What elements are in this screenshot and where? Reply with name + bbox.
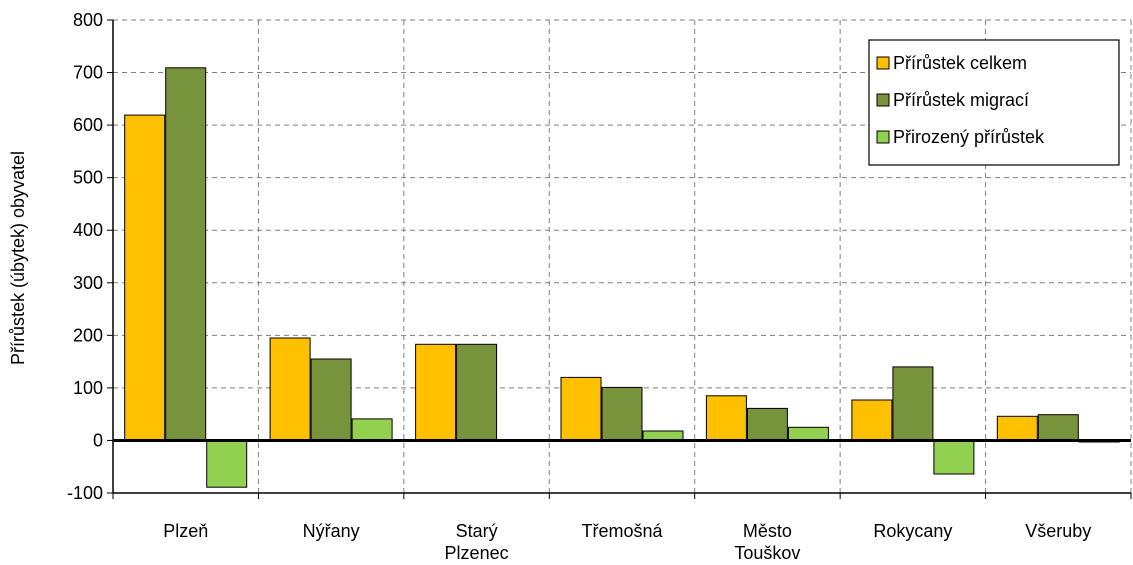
x-tick-label: Starý Plzenec: [445, 521, 509, 563]
bar: [601, 386, 643, 441]
bar: [787, 426, 829, 441]
y-tick-label: 500: [73, 168, 103, 188]
y-tick-label: -100: [67, 483, 103, 503]
bar: [456, 343, 498, 441]
bar: [310, 358, 352, 441]
legend-label: Přírůstek celkem: [893, 53, 1027, 73]
legend-box: [868, 39, 1120, 166]
x-tick-label: Třemošná: [581, 521, 663, 541]
bar: [560, 376, 602, 441]
axes: [107, 19, 1132, 499]
x-tick-label: Nýřany: [303, 521, 360, 541]
bar: [892, 366, 934, 441]
x-tick-label: Plzeň: [163, 521, 208, 541]
bar: [996, 415, 1038, 441]
y-tick-label: 100: [73, 378, 103, 398]
bar: [415, 343, 457, 441]
y-tick-label: 300: [73, 273, 103, 293]
legend-swatch: [876, 93, 890, 107]
y-axis-label: Přírůstek (úbytek) obyvatel: [8, 151, 28, 365]
bar: [124, 114, 166, 441]
y-tick-label: 700: [73, 63, 103, 83]
bar: [933, 439, 975, 475]
legend: Přírůstek celkem Přírůstek migrací Přiroze…: [868, 39, 1120, 166]
bar: [851, 399, 893, 441]
y-tick-label: 400: [73, 220, 103, 240]
x-tick-label: Rokycany: [873, 521, 952, 541]
y-tick-label: 800: [73, 10, 103, 30]
y-tick-label: 600: [73, 115, 103, 135]
y-tick-label: 200: [73, 325, 103, 345]
legend-label: Přirozený přírůstek: [893, 127, 1045, 147]
x-tick-labels: Plzeň Nýřany Starý Plzenec Třemošná Město Touš…: [163, 521, 1091, 563]
legend-label: Přírůstek migrací: [893, 90, 1029, 110]
legend-swatch: [876, 56, 890, 70]
y-tick-label: 0: [93, 430, 103, 450]
bar: [1037, 414, 1079, 442]
bar: [705, 395, 747, 441]
y-tick-labels: -100 0 100 200 300 400 500 600 700 800: [67, 10, 103, 503]
bar: [351, 418, 393, 441]
x-tick-label: Město Touškov: [734, 521, 800, 563]
bar: [746, 407, 788, 441]
legend-swatch: [876, 130, 890, 144]
x-tick-label: Všeruby: [1025, 521, 1091, 541]
bar: [165, 67, 207, 441]
bar: [206, 439, 248, 488]
bar: [269, 337, 311, 441]
